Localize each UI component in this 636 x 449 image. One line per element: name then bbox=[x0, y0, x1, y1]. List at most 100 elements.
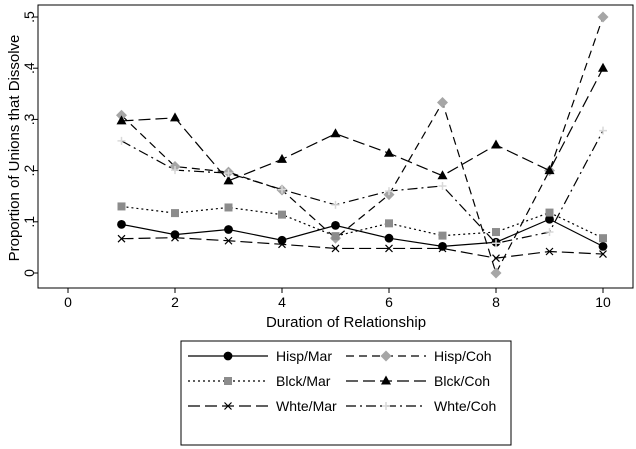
data-point-blck-mar bbox=[438, 231, 447, 240]
data-point-whte-coh bbox=[438, 181, 447, 190]
legend: Hisp/Mar Hisp/Coh Blck/Mar Blck/Coh Whte/Mar… bbox=[180, 340, 512, 446]
data-point-hisp-coh bbox=[116, 109, 127, 121]
data-point-whte-coh bbox=[545, 228, 554, 237]
data-point-hisp-mar bbox=[117, 219, 126, 229]
y-tick-label: .1 bbox=[21, 216, 37, 228]
legend-item-whte-mar: Whte/Mar bbox=[188, 398, 337, 414]
legend-item-hisp-mar: Hisp/Mar bbox=[188, 348, 332, 364]
y-tick-label: .3 bbox=[21, 113, 37, 125]
y-tick-label: .5 bbox=[21, 11, 37, 23]
data-point-whte-mar bbox=[224, 236, 233, 245]
data-point-whte-mar bbox=[117, 234, 126, 243]
legend-label-blck-coh: Blck/Coh bbox=[434, 373, 490, 389]
data-point-whte-coh bbox=[117, 136, 126, 145]
x-tick-label: 4 bbox=[278, 294, 286, 310]
data-point-hisp-mar bbox=[170, 230, 180, 240]
legend-label-hisp-mar: Hisp/Mar bbox=[276, 348, 332, 364]
y-tick-label: 0 bbox=[21, 269, 37, 277]
data-point-blck-coh bbox=[544, 165, 555, 175]
series-layer bbox=[116, 11, 609, 279]
legend-marker-blck-coh bbox=[381, 375, 391, 385]
data-point-blck-coh bbox=[384, 147, 394, 157]
data-point-whte-mar bbox=[278, 240, 286, 249]
data-point-hisp-mar bbox=[277, 235, 287, 245]
data-point-blck-coh bbox=[277, 153, 287, 163]
data-point-whte-coh bbox=[224, 169, 233, 178]
series-line-hisp-mar bbox=[121, 218, 604, 247]
legend-marker-hisp-coh bbox=[380, 350, 392, 362]
data-point-blck-mar bbox=[492, 228, 500, 237]
series-line-whte-coh bbox=[121, 130, 604, 244]
data-point-blck-mar bbox=[224, 203, 233, 212]
data-point-whte-mar bbox=[545, 247, 554, 256]
y-tick-label: .4 bbox=[21, 62, 37, 74]
data-point-whte-coh bbox=[171, 166, 179, 175]
x-tick-label: 6 bbox=[385, 294, 393, 310]
data-point-whte-coh bbox=[331, 200, 340, 209]
data-point-hisp-coh bbox=[490, 267, 502, 279]
data-point-hisp-mar bbox=[224, 225, 233, 234]
legend-label-whte-coh: Whte/Coh bbox=[434, 398, 496, 414]
y-axis: 0 .1 .2 .3 .4 .5 bbox=[21, 11, 38, 277]
data-point-whte-mar bbox=[438, 244, 447, 253]
data-point-blck-coh bbox=[491, 139, 501, 149]
data-point-hisp-mar bbox=[598, 241, 608, 251]
series-blck-mar bbox=[117, 202, 607, 243]
legend-item-blck-coh: Blck/Coh bbox=[346, 373, 490, 389]
data-point-whte-mar bbox=[599, 250, 607, 258]
x-axis-title: Duration of Relationship bbox=[266, 314, 426, 331]
data-point-whte-mar bbox=[331, 244, 340, 253]
series-line-blck-coh bbox=[121, 67, 604, 182]
data-point-blck-coh bbox=[598, 62, 608, 72]
plot-frame bbox=[37, 4, 634, 289]
series-whte-coh bbox=[117, 126, 607, 248]
series-blck-coh bbox=[116, 62, 608, 185]
data-point-blck-mar bbox=[385, 219, 393, 228]
data-point-whte-mar bbox=[171, 233, 179, 242]
legend-marker-whte-mar bbox=[224, 402, 232, 410]
data-point-blck-coh bbox=[223, 175, 234, 185]
y-tick-label: .2 bbox=[21, 165, 37, 177]
legend-marker-whte-coh bbox=[382, 402, 390, 410]
data-point-hisp-coh bbox=[437, 97, 448, 109]
x-tick-label: 2 bbox=[171, 294, 179, 310]
legend-item-blck-mar: Blck/Mar bbox=[188, 373, 331, 389]
data-point-hisp-coh bbox=[597, 11, 609, 23]
data-point-blck-mar bbox=[171, 209, 179, 218]
data-point-blck-coh bbox=[170, 112, 180, 122]
legend-label-whte-mar: Whte/Mar bbox=[276, 398, 337, 414]
data-point-whte-coh bbox=[599, 126, 607, 135]
data-point-blck-mar bbox=[331, 232, 340, 241]
data-point-whte-coh bbox=[385, 187, 393, 196]
data-point-blck-mar bbox=[117, 202, 126, 211]
legend-label-blck-mar: Blck/Mar bbox=[276, 373, 331, 389]
legend-marker-blck-mar bbox=[224, 377, 232, 385]
y-axis-title: Proportion of Unions that Dissolve bbox=[6, 35, 23, 262]
data-point-whte-coh bbox=[278, 185, 286, 194]
data-point-blck-coh bbox=[330, 128, 341, 138]
legend-item-hisp-coh: Hisp/Coh bbox=[346, 348, 492, 364]
data-point-blck-coh bbox=[116, 115, 127, 125]
data-point-blck-mar bbox=[278, 210, 286, 219]
series-line-hisp-coh bbox=[121, 16, 604, 275]
data-point-blck-mar bbox=[599, 234, 607, 243]
series-whte-mar bbox=[117, 233, 607, 263]
data-point-hisp-mar bbox=[384, 233, 394, 243]
x-tick-label: 8 bbox=[492, 294, 500, 310]
x-tick-label: 0 bbox=[64, 294, 72, 310]
legend-marker-hisp-mar bbox=[223, 351, 233, 361]
data-point-whte-mar bbox=[492, 254, 500, 263]
data-point-whte-coh bbox=[492, 239, 500, 248]
legend-item-whte-coh: Whte/Coh bbox=[346, 398, 496, 414]
data-point-blck-coh bbox=[437, 170, 448, 180]
x-axis: 0 2 4 6 8 10 bbox=[64, 288, 611, 310]
legend-box bbox=[180, 340, 512, 446]
series-line-whte-mar bbox=[121, 237, 604, 259]
series-hisp-mar bbox=[117, 214, 608, 251]
series-line-blck-mar bbox=[121, 205, 604, 239]
x-tick-label: 10 bbox=[595, 294, 611, 310]
data-point-whte-mar bbox=[385, 244, 393, 253]
data-point-blck-mar bbox=[545, 208, 554, 217]
